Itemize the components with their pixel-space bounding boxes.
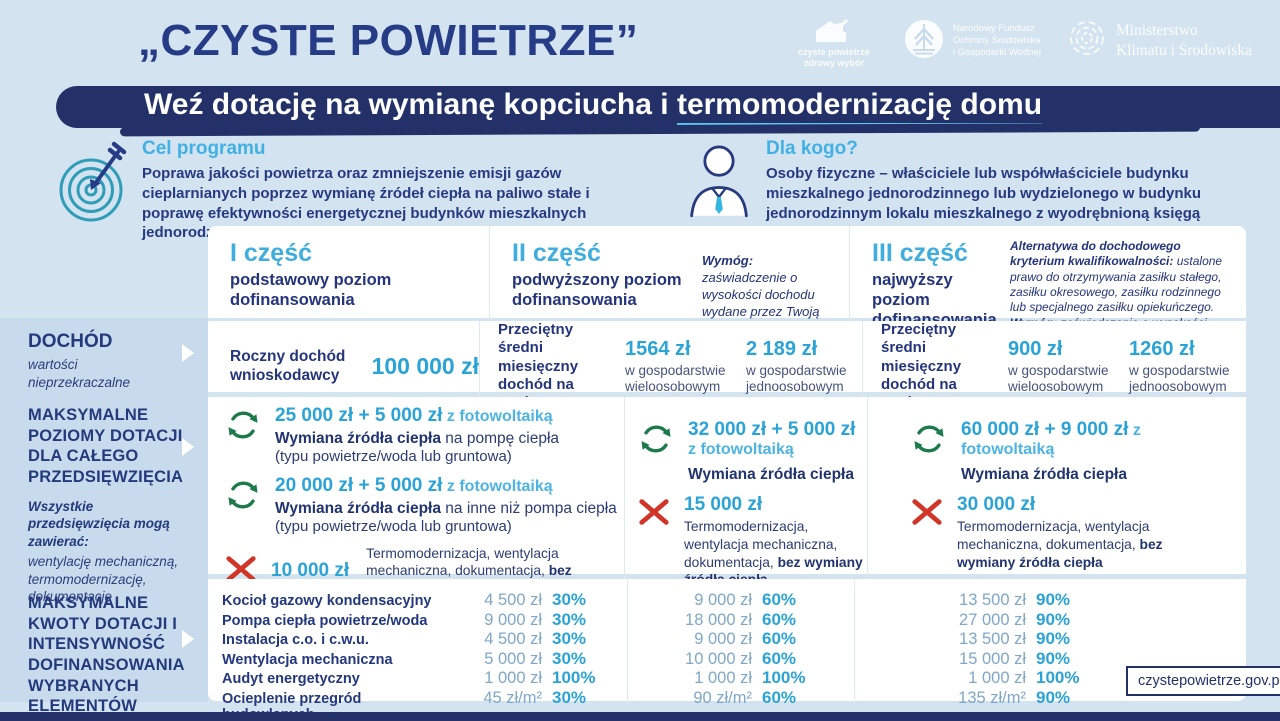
recycle-icon	[637, 419, 675, 485]
recycle-icon	[910, 419, 948, 485]
part-2-level: podwyższony poziom dofinansowania	[512, 271, 682, 309]
part-1-name: I część	[230, 239, 313, 267]
rate-row: 15 000 zł 90%	[959, 648, 1071, 668]
rates-part-3: 13 500 zł 90% 27 000 zł 90% 13 500 zł 90% 1…	[855, 579, 1246, 707]
income-multi-person: 900 zł w gospodarstwie wieloosobowym	[1008, 338, 1109, 395]
rate-row: 13 500 zł 90%	[959, 629, 1071, 648]
who-text: Osoby fizyczne – właściciele lub współwł…	[766, 165, 1202, 241]
rate-row: 90 zł/m² 60%	[693, 687, 797, 707]
grants-part-3: 60 000 zł + 9 000 zł z fotowoltaiką Wymi…	[868, 397, 1246, 607]
program-logo-line2: zdrowy wybór	[803, 57, 864, 68]
rate-row: 13 500 zł 90%	[959, 590, 1071, 609]
rate-row: 1 000 zł 100%	[694, 668, 806, 687]
nfosigw-logo: Narodowy Fundusz Ochrony Środowiska i Go…	[903, 18, 1041, 64]
who-heading: Dla kogo?	[766, 138, 858, 159]
rate-row: Wentylacja mechaniczna 5 000 zł 30%	[222, 648, 587, 668]
grants-row: 25 000 zł + 5 000 zł z fotowoltaiką Wymi…	[208, 397, 1246, 607]
grants-part-2: 32 000 zł + 5 000 zł z fotowoltaiką Wymi…	[625, 397, 868, 607]
bottom-bar	[0, 712, 1280, 721]
sidebar-max-amounts-label: MAKSYMALNE KWOTY DOTACJI I INTENSYWNOŚĆ …	[28, 593, 196, 717]
income-title: DOCHÓD	[28, 331, 113, 352]
rate-row: 9 000 zł 60%	[694, 590, 797, 609]
grants-part-1: 25 000 zł + 5 000 zł z fotowoltaiką Wymi…	[208, 397, 625, 607]
logo-row: czyste powietrze zdrowy wybór Narodowy F…	[791, 18, 1252, 68]
recycle-icon	[224, 475, 262, 536]
program-goal-section: Cel programu Poprawa jakości powietrza o…	[58, 138, 633, 243]
website-link[interactable]: czystepowietrze.gov.pl	[1126, 666, 1280, 696]
czyste-powietrze-program-logo: czyste powietrze zdrowy wybór	[791, 18, 877, 68]
page-title: „CZYSTE POWIETRZE”	[138, 16, 639, 65]
income-single-person: 1260 zł w gospodarstwie jednoosobowym	[1129, 338, 1230, 395]
target-icon	[58, 138, 128, 243]
fingerprint-eagle-icon	[1067, 18, 1107, 64]
grant-item: 20 000 zł + 5 000 zł z fotowoltaiką Wymi…	[224, 475, 624, 536]
nfosigw-line3: i Gospodarki Wodnej	[952, 47, 1041, 59]
house-check-icon	[808, 18, 860, 46]
rate-row: Kocioł gazowy kondensacyjny 4 500 zł 30%	[222, 590, 587, 609]
rates-part-1: Kocioł gazowy kondensacyjny 4 500 zł 30% P…	[208, 579, 628, 721]
income-value: 100 000 zł	[371, 353, 479, 380]
rate-row: 18 000 zł 60%	[685, 609, 797, 629]
ministry-line1: Ministerstwo	[1115, 21, 1198, 39]
levels-note-items: wentylację mechaniczną, termomodernizacj…	[28, 554, 179, 605]
rates-part-2: 9 000 zł 60% 18 000 zł 60% 9 000 zł 60% 10 …	[628, 579, 855, 707]
sidebar-strip	[0, 318, 208, 702]
part-2-name: II część	[512, 239, 601, 267]
banner-underlined-text: termomodernizację domu	[676, 88, 1043, 127]
rate-row: Instalacja c.o. i c.w.u. 4 500 zł 30%	[222, 629, 587, 648]
arrow-right-icon	[182, 438, 194, 456]
subtitle-banner: Weź dotację na wymianę kopciucha i termo…	[56, 86, 1280, 128]
income-single-person: 2 189 zł w gospodarstwie jednoosobowym	[746, 338, 847, 395]
income-multi-person: 1564 zł w gospodarstwie wieloosobowym	[625, 338, 726, 395]
ministry-line2: Klimatu i Środowiska	[1115, 42, 1252, 60]
audience-section: Dla kogo? Osoby fizyczne – właściciele l…	[686, 138, 1238, 243]
cross-icon	[224, 551, 258, 591]
banner-text: Weź dotację na wymianę kopciucha i termo…	[144, 88, 1043, 127]
grant-item-no-replacement: 30 000 zł Termomodernizacja, wentylacja …	[910, 494, 1246, 572]
income-part-2: Przeciętny średni miesięczny dochód na o…	[480, 321, 863, 413]
rate-row: Pompa ciepła powietrze/woda 9 000 zł 30%	[222, 609, 587, 629]
part-1-level: podstawowy poziom dofinansowania	[230, 271, 392, 309]
income-part-1: Roczny dochód wnioskodawcy 100 000 zł	[208, 321, 480, 413]
person-icon	[686, 138, 752, 243]
grant-item-no-replacement: 15 000 zł Termomodernizacja, wentylacja …	[637, 494, 867, 589]
rate-row: 1 000 zł 100%	[968, 668, 1080, 687]
grant-item: 60 000 zł + 9 000 zł z fotowoltaiką Wymi…	[910, 419, 1246, 485]
rate-row: 27 000 zł 90%	[959, 609, 1071, 629]
income-label: Roczny dochód wnioskodawcy	[230, 347, 346, 384]
goal-heading: Cel programu	[142, 138, 266, 159]
rate-row: 135 zł/m² 90%	[958, 687, 1071, 707]
grant-item: 32 000 zł + 5 000 zł z fotowoltaiką Wymi…	[637, 419, 867, 485]
part-3-name: III część	[872, 239, 968, 267]
ministry-logo: Ministerstwo Klimatu i Środowiska	[1067, 18, 1252, 64]
income-subtitle: wartości nieprzekraczalne	[28, 357, 131, 390]
rate-row: 9 000 zł 60%	[694, 629, 797, 648]
nfosigw-line2: Ochrony Środowiska	[952, 35, 1041, 46]
levels-title: MAKSYMALNE POZIOMY DOTACJI DLA CAŁEGO PR…	[28, 406, 184, 486]
cross-icon	[637, 494, 671, 589]
levels-note-bold: Wszystkie przedsięwzięcia mogą zawierać:	[28, 498, 170, 549]
part-2-requirement: Wymóg: zaświadczenie o wysokości dochodu…	[702, 253, 820, 336]
part-1-header: I część podstawowy poziom dofinansowania	[208, 226, 490, 347]
rate-row: Ocieplenie przegród budowlanych45 zł/m²3…	[222, 687, 587, 721]
rates-row: Kocioł gazowy kondensacyjny 4 500 zł 30% P…	[208, 579, 1246, 721]
cross-icon	[910, 494, 944, 572]
recycle-icon	[224, 405, 262, 466]
rate-row: Audyt energetyczny 1 000 zł 100%	[222, 668, 596, 687]
amounts-title: MAKSYMALNE KWOTY DOTACJI I INTENSYWNOŚĆ …	[28, 594, 185, 716]
part-2-header: II część podwyższony poziom dofinansowan…	[490, 226, 850, 347]
tree-circle-icon	[903, 18, 945, 64]
rate-row: 10 000 zł 60%	[685, 648, 797, 668]
grant-item: 25 000 zł + 5 000 zł z fotowoltaiką Wymi…	[224, 405, 624, 466]
parts-header-row: I część podstawowy poziom dofinansowania…	[208, 226, 1246, 347]
arrow-right-icon	[182, 630, 194, 648]
program-logo-line1: czyste powietrze	[798, 46, 870, 57]
income-row: Roczny dochód wnioskodawcy 100 000 zł Pr…	[208, 321, 1246, 413]
arrow-right-icon	[182, 344, 194, 362]
sidebar-income-label: DOCHÓD wartości nieprzekraczalne	[28, 331, 178, 391]
nfosigw-line1: Narodowy Fundusz	[952, 22, 1035, 34]
sidebar-max-levels-label: MAKSYMALNE POZIOMY DOTACJI DLA CAŁEGO PR…	[28, 405, 188, 606]
